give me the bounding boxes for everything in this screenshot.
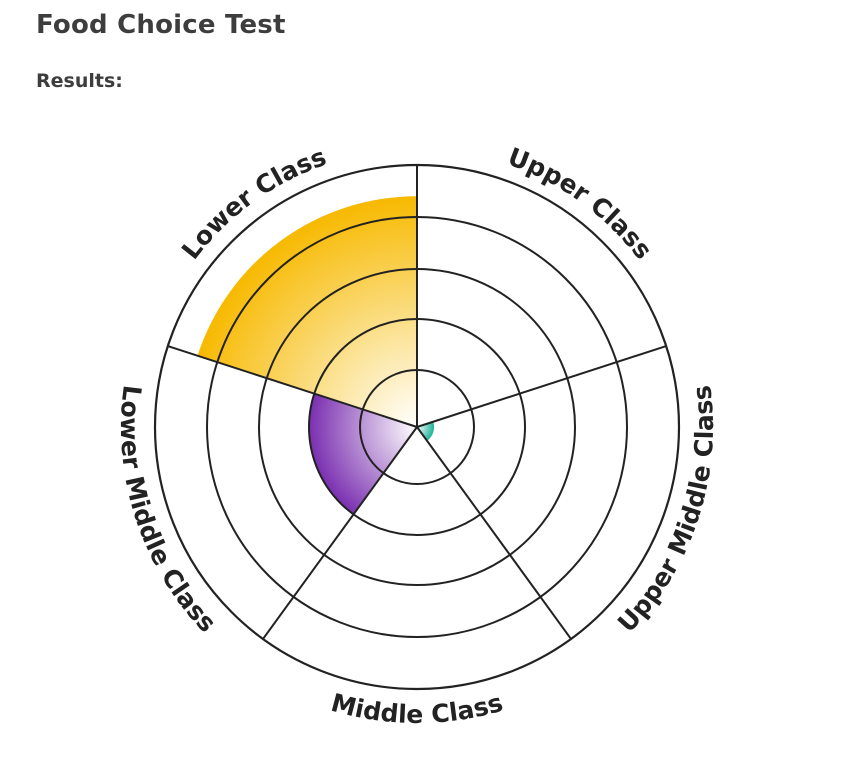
grid-divider-2 <box>416 345 667 428</box>
results-label: Results: <box>36 70 123 92</box>
wedge-lower-middle-class <box>309 393 417 515</box>
wedge-lower-class <box>197 196 417 427</box>
grid-divider-3 <box>416 426 572 640</box>
page-title: Food Choice Test <box>36 10 286 40</box>
category-label-middle-class: Middle Class <box>328 688 506 729</box>
grid-divider-4 <box>262 426 418 640</box>
grid-divider-5 <box>167 345 418 428</box>
